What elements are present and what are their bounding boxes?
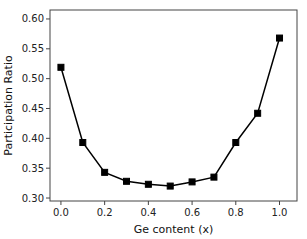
y-tick-label: 0.30 [22, 193, 44, 204]
x-tick [192, 201, 193, 205]
x-tick [279, 201, 280, 205]
chart: 0.0 0.2 0.4 0.6 0.8 1.0 0.30 0.35 0.40 0.45 0.50 0.… [0, 0, 307, 239]
y-tick [46, 168, 50, 169]
line [61, 38, 280, 186]
marker [233, 140, 239, 146]
y-tick-label: 0.50 [22, 73, 44, 84]
y-tick-label: 0.60 [22, 13, 44, 24]
x-tick-label: 0.2 [97, 207, 113, 218]
marker [277, 35, 283, 41]
marker [255, 110, 261, 116]
x-tick-label: 0.0 [53, 207, 69, 218]
y-tick-label: 0.45 [22, 103, 44, 114]
marker [124, 178, 130, 184]
marker [167, 183, 173, 189]
x-tick-label: 0.4 [140, 207, 156, 218]
x-tick-label: 0.6 [184, 207, 200, 218]
y-tick-label: 0.55 [22, 43, 44, 54]
plot-area [58, 35, 283, 189]
y-tick [46, 78, 50, 79]
y-tick [46, 18, 50, 19]
y-tick-label: 0.35 [22, 163, 44, 174]
y-tick [46, 198, 50, 199]
marker [189, 179, 195, 185]
y-tick [46, 138, 50, 139]
x-tick [235, 201, 236, 205]
x-axis-label: Ge content (x) [134, 223, 214, 236]
marker [102, 169, 108, 175]
marker [211, 174, 217, 180]
marker [80, 140, 86, 146]
x-tick [148, 201, 149, 205]
y-tick [46, 108, 50, 109]
x-tick-label: 0.8 [228, 207, 244, 218]
y-tick-label: 0.40 [22, 133, 44, 144]
marker [145, 181, 151, 187]
x-tick-label: 1.0 [272, 207, 288, 218]
plot-frame [50, 10, 297, 201]
x-tick [60, 201, 61, 205]
y-axis-label: Participation Ratio [2, 55, 15, 156]
x-tick [104, 201, 105, 205]
y-tick [46, 48, 50, 49]
marker [58, 64, 64, 70]
